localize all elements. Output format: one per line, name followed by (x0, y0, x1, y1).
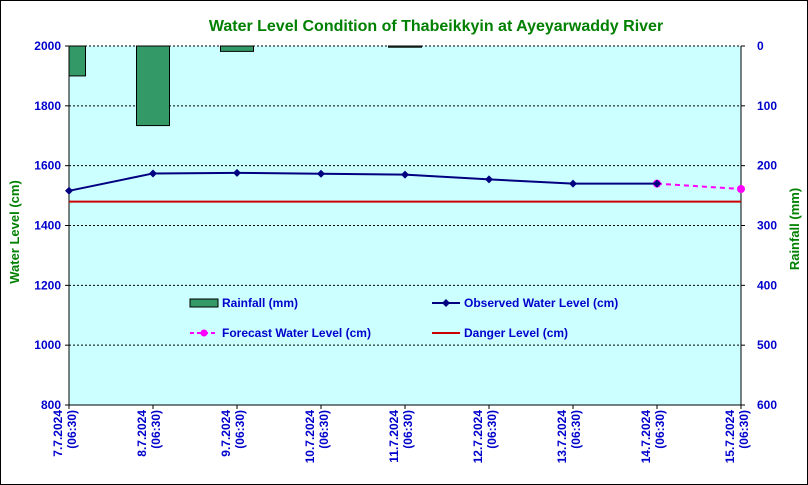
x-tick-label-date: 7.7.2024 (51, 410, 65, 457)
rainfall-bar (388, 45, 422, 48)
observed-point (317, 169, 325, 178)
y2-tick-label: 0 (757, 39, 764, 53)
y2-tick-label: 100 (757, 99, 777, 113)
legend-forecast-marker (200, 329, 208, 337)
rainfall-bar (220, 45, 254, 52)
x-tick-label-time: (06:30) (737, 410, 751, 449)
y-tick-label: 1000 (34, 338, 61, 352)
observed-line (68, 171, 657, 192)
forecast-point (737, 185, 745, 194)
legend-rainfall-swatch (189, 298, 219, 308)
x-tick-label-time: (06:30) (149, 410, 163, 449)
observed-point (65, 186, 73, 195)
x-tick-label-time: (06:30) (485, 410, 499, 449)
observed-point (653, 179, 661, 188)
x-tick-label: 14.7.2024(06:30) (639, 410, 667, 464)
x-tick-label-time: (06:30) (653, 410, 667, 449)
observed-point (569, 179, 577, 188)
y-tick-label: 1800 (34, 99, 61, 113)
rainfall-bar (136, 45, 170, 127)
y-tick-label: 800 (41, 398, 61, 412)
x-tick-label-date: 13.7.2024 (555, 410, 569, 464)
x-tick-label-time: (06:30) (65, 410, 79, 449)
y2-axis-label: Rainfall (mm) (787, 188, 802, 270)
x-tick-label: 10.7.2024(06:30) (303, 410, 331, 464)
rainfall-bar (68, 45, 86, 77)
y-tick-label: 1600 (34, 159, 61, 173)
y2-tick-label: 400 (757, 278, 777, 292)
y2-tick-label: 500 (757, 338, 777, 352)
observed-point (485, 175, 493, 184)
x-tick-label-date: 11.7.2024 (387, 410, 401, 463)
x-tick-label-time: (06:30) (569, 410, 583, 449)
x-tick-label-date: 10.7.2024 (303, 410, 317, 464)
x-tick-label: 12.7.2024(06:30) (471, 410, 499, 464)
y-tick-label: 1200 (34, 278, 61, 292)
x-tick-label: 11.7.2024(06:30) (387, 410, 415, 463)
x-tick-label-date: 9.7.2024 (219, 410, 233, 457)
y2-tick-label: 600 (757, 398, 777, 412)
legend-rainfall-label: Rainfall (mm) (222, 296, 298, 310)
x-tick-label-time: (06:30) (401, 410, 415, 449)
legend-danger-label: Danger Level (cm) (464, 326, 568, 340)
x-tick-label: 8.7.2024(06:30) (135, 410, 163, 457)
x-tick-label: 15.7.2024(06:30) (723, 410, 751, 464)
x-tick-label-time: (06:30) (233, 410, 247, 449)
x-tick-label: 9.7.2024(06:30) (219, 410, 247, 457)
y2-tick-label: 200 (757, 159, 777, 173)
x-tick-label-date: 15.7.2024 (723, 410, 737, 464)
x-tick-label: 7.7.2024(06:30) (51, 410, 79, 457)
y-axis-label: Water Level (cm) (7, 180, 22, 284)
observed-point (401, 170, 409, 179)
x-tick-label-date: 12.7.2024 (471, 410, 485, 464)
observed-point (233, 168, 241, 177)
x-tick-label-date: 14.7.2024 (639, 410, 653, 464)
x-tick-label-time: (06:30) (317, 410, 331, 449)
y2-tick-label: 300 (757, 219, 777, 233)
x-tick-label-date: 8.7.2024 (135, 410, 149, 457)
y-tick-label: 1400 (34, 219, 61, 233)
observed-point (149, 169, 157, 178)
chart-title: Water Level Condition of Thabeikkyin at … (209, 18, 663, 35)
legend-forecast-label: Forecast Water Level (cm) (222, 326, 371, 340)
x-tick-label: 13.7.2024(06:30) (555, 410, 583, 464)
legend-observed-marker (442, 299, 450, 307)
y-tick-label: 2000 (34, 39, 61, 53)
legend-observed-label: Observed Water Level (cm) (464, 296, 618, 310)
